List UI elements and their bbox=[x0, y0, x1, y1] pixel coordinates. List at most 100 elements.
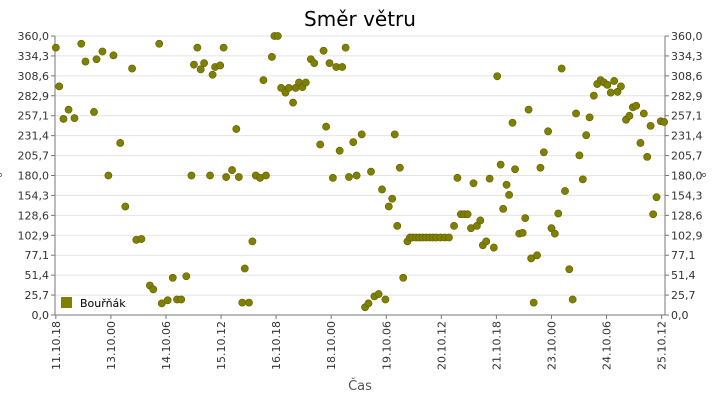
x-tick-label: 19.10.06 bbox=[380, 321, 393, 370]
data-point bbox=[381, 295, 390, 304]
data-point bbox=[511, 165, 519, 174]
data-point bbox=[518, 228, 527, 237]
y-tick-label-left: 0,0 bbox=[32, 309, 50, 322]
data-point bbox=[262, 171, 270, 180]
data-point bbox=[163, 296, 172, 305]
y-tick-label-right: 231,4 bbox=[671, 130, 703, 143]
data-point bbox=[582, 131, 591, 140]
data-point bbox=[190, 60, 198, 69]
data-point bbox=[367, 167, 375, 176]
data-point bbox=[554, 209, 563, 218]
data-point bbox=[489, 243, 498, 252]
data-point bbox=[325, 59, 334, 68]
data-point bbox=[357, 130, 366, 139]
y-tick-label-left: 102,9 bbox=[18, 229, 50, 242]
data-point bbox=[476, 216, 485, 225]
data-point bbox=[557, 64, 566, 73]
y-tick-label-left: 205,7 bbox=[18, 150, 50, 163]
data-point bbox=[338, 63, 347, 71]
x-tick-label: 20.10.12 bbox=[435, 321, 448, 370]
y-tick-label-left: 282,9 bbox=[18, 90, 50, 103]
y-tick-label-left: 154,3 bbox=[18, 189, 50, 202]
data-point bbox=[485, 174, 494, 183]
y-tick-label-left: 360,0 bbox=[18, 30, 50, 43]
y-tick-label-left: 334,3 bbox=[18, 50, 50, 63]
data-point bbox=[524, 105, 533, 114]
data-point bbox=[81, 57, 90, 66]
data-point bbox=[77, 39, 86, 48]
y-tick-label-left: 257,1 bbox=[18, 110, 50, 123]
y-tick-label-left: 231,4 bbox=[18, 130, 50, 143]
x-tick-label: 23.10.00 bbox=[545, 321, 558, 370]
y-axis-label-left: ° bbox=[0, 172, 12, 179]
data-point bbox=[193, 43, 202, 52]
data-point bbox=[168, 273, 177, 282]
y-tick-label-right: 154,3 bbox=[671, 189, 703, 202]
x-tick-label: 14.10.06 bbox=[160, 321, 173, 370]
data-point bbox=[502, 180, 511, 189]
data-point bbox=[149, 285, 158, 294]
data-point bbox=[399, 273, 408, 282]
data-point bbox=[469, 179, 478, 188]
y-tick-label-right: 77,1 bbox=[671, 249, 696, 262]
data-point bbox=[636, 139, 645, 147]
y-tick-label-right: 180,0 bbox=[671, 170, 703, 183]
data-point bbox=[395, 163, 404, 172]
data-point bbox=[216, 61, 225, 70]
data-point bbox=[533, 251, 541, 260]
data-point bbox=[617, 82, 625, 91]
axes: 0,0 0,0 25,7 25,7 51,4 51,4 77,1 77,1 102,9 102,9… bbox=[18, 30, 703, 370]
y-tick-label-left: 77,1 bbox=[25, 249, 50, 262]
data-point bbox=[259, 76, 268, 85]
data-point bbox=[177, 295, 186, 304]
data-point bbox=[316, 140, 325, 149]
data-point bbox=[374, 290, 383, 298]
data-point bbox=[550, 229, 559, 238]
data-point bbox=[206, 171, 214, 180]
data-point bbox=[328, 173, 337, 182]
data-point bbox=[450, 221, 458, 230]
data-points bbox=[51, 32, 669, 312]
data-point bbox=[585, 113, 594, 122]
data-point bbox=[155, 39, 164, 48]
x-tick-label: 25.10.12 bbox=[656, 321, 669, 370]
data-point bbox=[284, 84, 293, 92]
data-point bbox=[104, 171, 113, 180]
y-tick-label-right: 360,0 bbox=[671, 30, 703, 43]
data-point bbox=[187, 171, 196, 180]
data-point bbox=[240, 264, 249, 273]
legend-swatch bbox=[61, 297, 72, 308]
y-tick-label-right: 308,6 bbox=[671, 70, 703, 83]
data-point bbox=[219, 43, 228, 52]
x-axis-label: Čas bbox=[348, 378, 372, 394]
data-point bbox=[625, 111, 634, 120]
y-tick-label-right: 25,7 bbox=[671, 289, 696, 302]
data-point bbox=[92, 55, 101, 64]
data-point bbox=[493, 72, 502, 81]
y-tick-label-right: 282,9 bbox=[671, 90, 703, 103]
y-tick-label-left: 51,4 bbox=[25, 269, 50, 282]
data-point bbox=[529, 298, 538, 307]
y-tick-label-right: 102,9 bbox=[671, 229, 703, 242]
y-tick-label-right: 257,1 bbox=[671, 110, 703, 123]
data-point bbox=[116, 139, 125, 147]
x-tick-label: 18.10.00 bbox=[325, 321, 338, 370]
data-point bbox=[121, 202, 130, 211]
data-point bbox=[289, 98, 297, 107]
data-point bbox=[578, 175, 587, 184]
data-point bbox=[273, 32, 282, 40]
legend: Bouřňák bbox=[61, 297, 126, 310]
data-point bbox=[536, 163, 545, 172]
data-point bbox=[319, 46, 328, 55]
data-point bbox=[393, 221, 402, 230]
data-point bbox=[208, 70, 217, 79]
data-point bbox=[341, 43, 350, 52]
data-point bbox=[572, 109, 580, 118]
data-point bbox=[234, 173, 243, 181]
data-point bbox=[248, 237, 257, 246]
x-tick-label: 16.10.18 bbox=[270, 321, 283, 370]
data-point bbox=[646, 122, 655, 130]
data-point bbox=[575, 151, 584, 160]
